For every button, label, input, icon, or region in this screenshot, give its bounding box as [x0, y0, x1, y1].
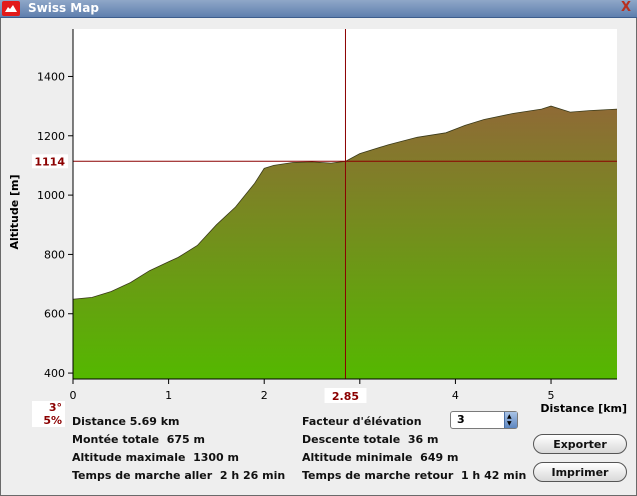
spinner-down-icon[interactable]: ▼: [507, 420, 512, 427]
y-axis-title: Altitude [m]: [8, 174, 21, 249]
y-tick-label: 800: [44, 248, 65, 261]
stat-total-descent: Descente totale 36 m: [302, 433, 439, 446]
spinner-arrows[interactable]: ▲ ▼: [504, 412, 517, 428]
stat-distance: Distance 5.69 km: [72, 415, 180, 428]
elevation-profile-line: [72, 105, 618, 300]
x-tick-label: 5: [548, 389, 555, 402]
y-tick-label: 1200: [37, 130, 65, 143]
stat-total-ascent: Montée totale 675 m: [72, 433, 205, 446]
export-button[interactable]: Exporter: [533, 434, 627, 454]
cursor-x-label: 2.85: [332, 390, 359, 403]
print-button[interactable]: Imprimer: [533, 462, 627, 482]
y-tick-label: 1000: [37, 189, 65, 202]
elevation-factor-spinner[interactable]: 3 ▲ ▼: [450, 411, 518, 429]
close-button[interactable]: X: [620, 0, 632, 15]
cursor-y-label: 1114: [34, 155, 65, 168]
y-tick-label: 1400: [37, 70, 65, 83]
x-axis-title: Distance [km]: [540, 402, 627, 415]
x-tick-label: 1: [165, 389, 172, 402]
slope-readout: 3° 5%: [32, 401, 65, 427]
elevation-factor-value[interactable]: 3: [457, 413, 465, 426]
cursor-x-label-bg: [324, 388, 367, 403]
stat-min-altitude: Altitude minimale 649 m: [302, 451, 459, 464]
spinner-up-icon[interactable]: ▲: [507, 413, 512, 420]
y-tick-label: 600: [44, 308, 65, 321]
stat-walk-time-return: Temps de marche retour 1 h 42 min: [302, 469, 527, 482]
x-tick-label: 0: [70, 389, 77, 402]
y-tick-label: 400: [44, 367, 65, 380]
slope-percent: 5%: [43, 414, 62, 427]
stat-walk-time-out: Temps de marche aller 2 h 26 min: [72, 469, 286, 482]
title-bar[interactable]: Swiss Map X: [0, 0, 637, 18]
swiss-flag-icon: [2, 1, 20, 16]
window-title: Swiss Map: [28, 1, 99, 15]
cursor-y-label-bg: [32, 154, 68, 169]
x-tick-label: 2: [261, 389, 268, 402]
elevation-factor-label: Facteur d'élévation: [302, 415, 422, 428]
x-tick-label: 4: [452, 389, 459, 402]
slope-degrees: 3°: [48, 401, 62, 414]
stat-max-altitude: Altitude maximale 1300 m: [72, 451, 239, 464]
